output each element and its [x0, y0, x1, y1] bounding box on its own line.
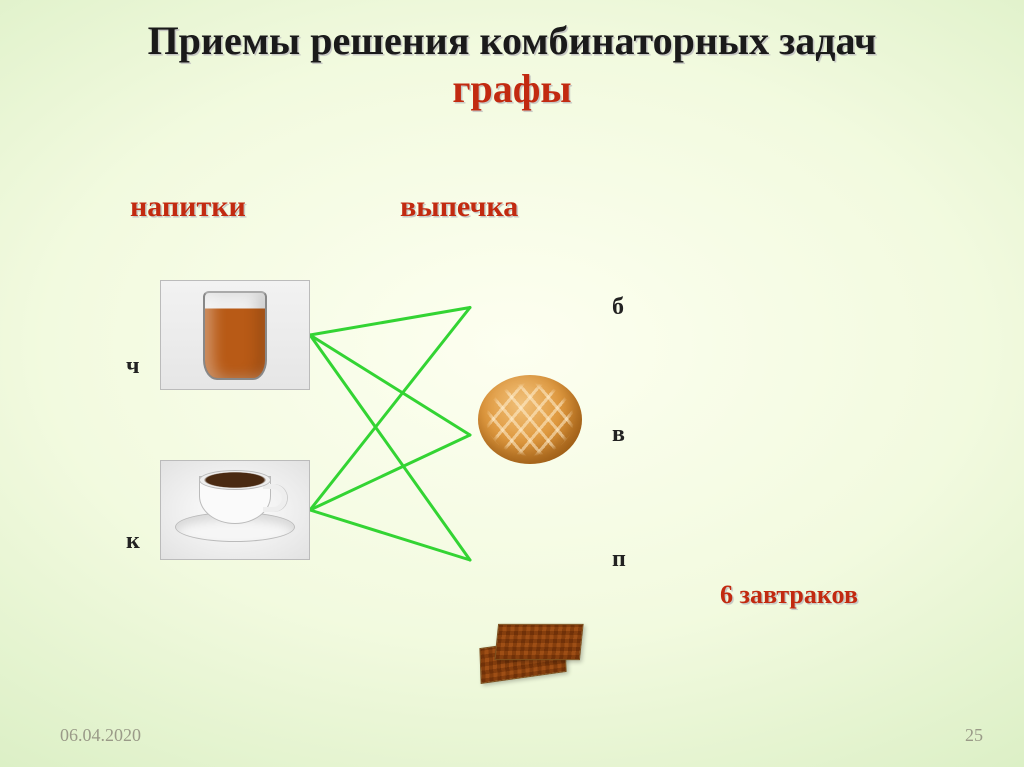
bun-icon: [470, 367, 590, 472]
edge-tea-wafer: [310, 335, 470, 435]
result-text: 6 завтраков: [720, 580, 858, 610]
node-label-cracker: п: [612, 546, 626, 573]
edge-coffee-cracker: [310, 510, 470, 560]
node-label-tea: ч: [126, 353, 140, 380]
node-label-coffee: к: [126, 528, 140, 555]
footer-page: 25: [965, 725, 983, 746]
edge-coffee-bun: [310, 308, 470, 511]
node-label-wafer: в: [612, 421, 625, 448]
edge-tea-bun: [310, 308, 470, 336]
tea-glass-icon: [160, 280, 310, 390]
footer-date: 06.04.2020: [60, 725, 141, 746]
wafer-icon: [470, 612, 590, 692]
coffee-cup-icon: [160, 460, 310, 560]
node-label-bun: б: [612, 294, 624, 321]
